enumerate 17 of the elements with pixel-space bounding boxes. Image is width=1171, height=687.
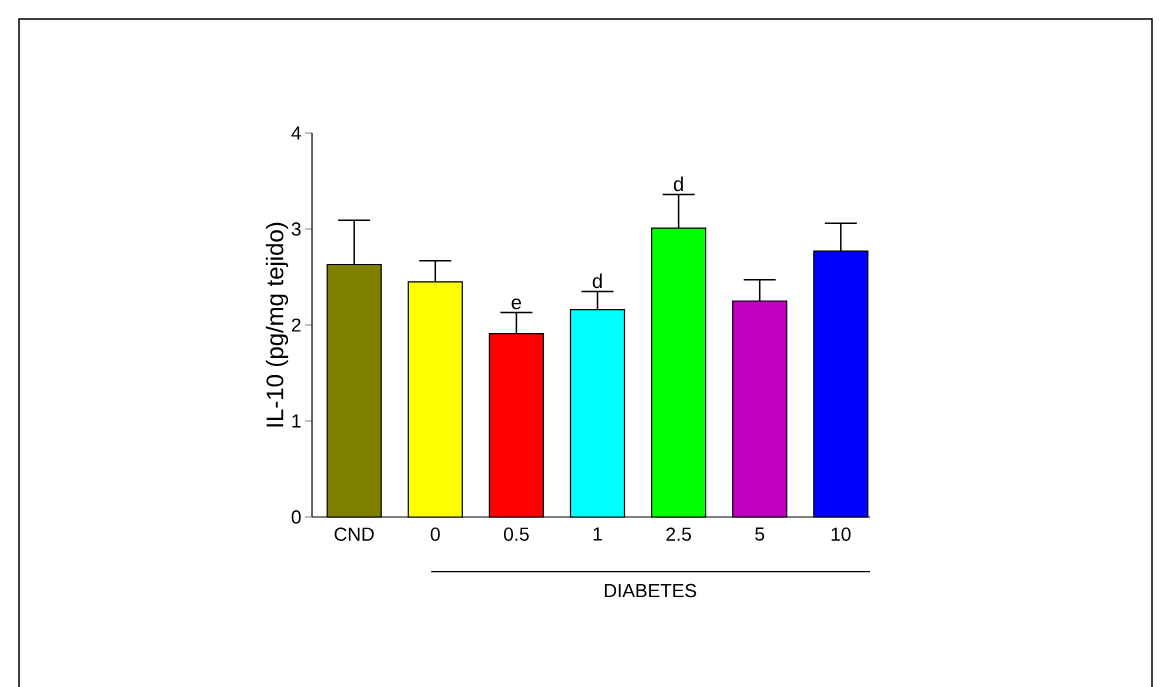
x-tick-label: 2.5 [666, 527, 691, 541]
y-tick-label: 1 [292, 414, 301, 428]
x-tick-label: 10 [831, 527, 851, 541]
y-tick-label: 2 [291, 318, 301, 332]
x-tick-label: 0.5 [503, 527, 529, 541]
y-axis-title: IL-10 (pg/mg tejido) [265, 222, 289, 427]
annotation: d [673, 176, 683, 192]
annotation: d [592, 273, 602, 289]
x-tick-label: 5 [755, 527, 765, 541]
text: DIABETES [604, 583, 697, 598]
x-tick-label: 0 [430, 527, 440, 541]
x-tick-label: CND [334, 527, 374, 541]
annotation: e [511, 298, 522, 310]
x-tick-label: 1 [593, 527, 602, 541]
y-tick-label: 0 [291, 510, 301, 524]
y-tick-label: 4 [291, 126, 301, 140]
y-tick-label: 3 [291, 222, 301, 236]
